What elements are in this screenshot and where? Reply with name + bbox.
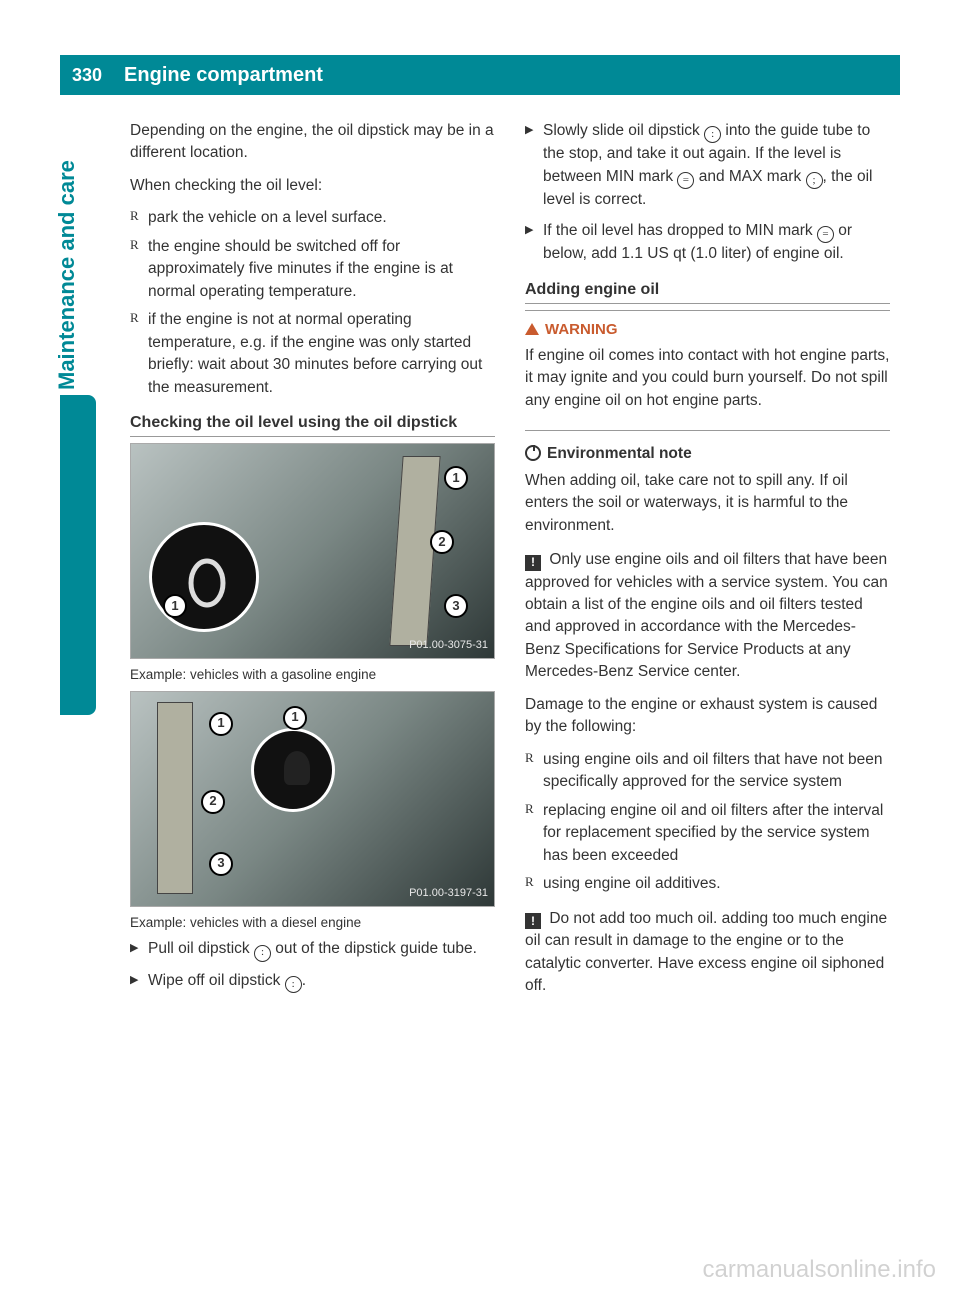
figure-gasoline: 1 1 2 3 P01.00-3075-31 xyxy=(130,443,495,659)
check-item: the engine should be switched off for ap… xyxy=(130,236,495,303)
section-heading-adding-oil: Adding engine oil xyxy=(525,278,890,304)
page-header: 330 Engine compartment xyxy=(60,55,900,95)
right-column: Slowly slide oil dipstick : into the gui… xyxy=(525,120,890,1242)
step-list-cont: Slowly slide oil dipstick : into the gui… xyxy=(525,120,890,266)
header-title: Engine compartment xyxy=(114,64,323,87)
callout-3: 3 xyxy=(444,594,468,618)
step-text: . xyxy=(302,972,306,989)
damage-item: replacing engine oil and oil filters aft… xyxy=(525,800,890,867)
dipstick-shape xyxy=(157,702,193,894)
env-label: Environmental note xyxy=(547,445,692,462)
note-damage-intro: Damage to the engine or exhaust system i… xyxy=(525,694,890,739)
step-item: If the oil level has dropped to MIN mark… xyxy=(525,220,890,266)
figure-inset xyxy=(149,522,259,632)
step-text: Pull oil dipstick xyxy=(148,940,254,957)
step-list: Pull oil dipstick : out of the dipstick … xyxy=(130,938,495,993)
check-list: park the vehicle on a level surface. the… xyxy=(130,207,495,399)
step-text: Wipe off oil dipstick xyxy=(148,972,285,989)
important-note-2: ! Do not add too much oil. adding too mu… xyxy=(525,908,890,998)
dipstick-shape xyxy=(389,456,440,646)
exclamation-icon: ! xyxy=(525,913,541,929)
warning-triangle-icon xyxy=(525,323,539,335)
check-item: park the vehicle on a level surface. xyxy=(130,207,495,229)
warning-box: WARNING If engine oil comes into contact… xyxy=(525,310,890,431)
section-heading-dipstick: Checking the oil level using the oil dip… xyxy=(130,411,495,437)
note-intro: Only use engine oils and oil filters tha… xyxy=(525,551,888,680)
exclamation-icon: ! xyxy=(525,555,541,571)
callout-2: 2 xyxy=(201,790,225,814)
intro-paragraph-2: When checking the oil level: xyxy=(130,175,495,197)
figure-code: P01.00-3197-31 xyxy=(409,886,488,902)
ref-marker: : xyxy=(254,945,271,962)
content-area: Depending on the engine, the oil dipstic… xyxy=(130,120,890,1242)
warning-text: If engine oil comes into contact with ho… xyxy=(525,345,890,412)
side-tab xyxy=(60,395,96,715)
figure-code: P01.00-3075-31 xyxy=(409,638,488,654)
step-item: Slowly slide oil dipstick : into the gui… xyxy=(525,120,890,212)
environment-icon xyxy=(525,445,541,461)
intro-paragraph-1: Depending on the engine, the oil dipstic… xyxy=(130,120,495,165)
env-text: When adding oil, take care not to spill … xyxy=(525,470,890,537)
callout-2: 2 xyxy=(430,530,454,554)
important-note-1: ! Only use engine oils and oil filters t… xyxy=(525,549,890,896)
step-text: Slowly slide oil dipstick xyxy=(543,122,704,139)
figure-inset xyxy=(251,728,335,812)
check-item: if the engine is not at normal operating… xyxy=(130,309,495,399)
step-text: If the oil level has dropped to MIN mark xyxy=(543,222,817,239)
figure-caption-2: Example: vehicles with a diesel engine xyxy=(130,913,495,933)
callout-1: 1 xyxy=(209,712,233,736)
step-text: out of the dipstick guide tube. xyxy=(271,940,477,957)
ref-marker: : xyxy=(704,126,721,143)
figure-caption-1: Example: vehicles with a gasoline engine xyxy=(130,665,495,685)
note2-text: Do not add too much oil. adding too much… xyxy=(525,910,887,994)
step-item: Pull oil dipstick : out of the dipstick … xyxy=(130,938,495,961)
oil-cap-icon xyxy=(284,751,310,785)
ref-marker: = xyxy=(677,172,694,189)
ref-marker: : xyxy=(285,976,302,993)
warning-heading: WARNING xyxy=(525,319,890,341)
warning-label: WARNING xyxy=(545,321,618,338)
env-heading: Environmental note xyxy=(525,443,890,465)
figure-diesel: 1 2 3 1 P01.00-3197-31 xyxy=(130,691,495,907)
step-text: and MAX mark xyxy=(694,168,805,185)
damage-item: using engine oils and oil filters that h… xyxy=(525,749,890,794)
watermark: carmanualsonline.info xyxy=(703,1256,936,1284)
dipstick-handle-icon xyxy=(152,525,262,635)
left-column: Depending on the engine, the oil dipstic… xyxy=(130,120,495,1242)
page-number: 330 xyxy=(60,55,114,95)
damage-list: using engine oils and oil filters that h… xyxy=(525,749,890,896)
environmental-note: Environmental note When adding oil, take… xyxy=(525,443,890,537)
callout-1: 1 xyxy=(283,706,307,730)
step-item: Wipe off oil dipstick :. xyxy=(130,970,495,993)
ref-marker: ; xyxy=(806,172,823,189)
ref-marker: = xyxy=(817,226,834,243)
callout-1: 1 xyxy=(444,466,468,490)
note-text: ! Only use engine oils and oil filters t… xyxy=(525,549,890,684)
damage-item: using engine oil additives. xyxy=(525,873,890,895)
side-tab-label: Maintenance and care xyxy=(54,90,80,390)
note-text: ! Do not add too much oil. adding too mu… xyxy=(525,908,890,998)
callout-3: 3 xyxy=(209,852,233,876)
